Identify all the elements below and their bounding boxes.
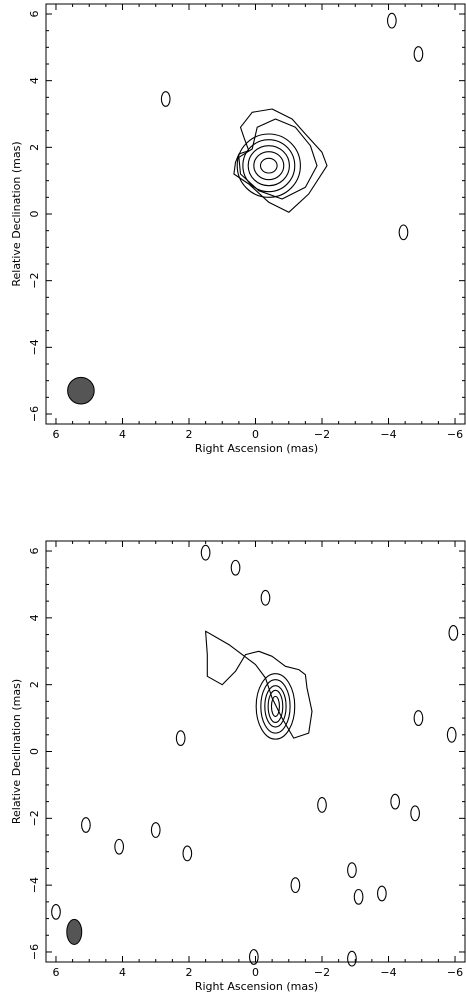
y-tick-label: −2 <box>28 810 41 826</box>
second-contour <box>238 118 318 200</box>
y-tick-label: −4 <box>28 877 41 893</box>
noise-feature-contour <box>413 46 424 62</box>
x-tick-label: −2 <box>314 428 330 441</box>
noise-feature-contour <box>347 950 357 967</box>
top-contour-panel: 6 4 2 0 −2 −4 −6 −6 −4 −2 0 2 4 6 Right Ascension (mas… <box>10 3 466 455</box>
noise-feature-contour <box>410 805 420 822</box>
peak-contour-ring <box>236 133 301 198</box>
plot-frame <box>45 3 466 425</box>
x-tick-label: 0 <box>252 966 259 979</box>
noise-feature-contour <box>413 710 424 726</box>
x-axis-title: Right Ascension (mas) <box>195 442 318 455</box>
noise-feature-contour <box>390 793 401 810</box>
beam-ellipse <box>66 918 83 945</box>
x-tick-label: 2 <box>185 428 192 441</box>
beam-ellipse <box>67 376 95 405</box>
noise-feature-contour <box>200 544 211 561</box>
noise-feature-contour <box>376 885 387 902</box>
noise-feature-contour <box>175 730 186 747</box>
x-tick-label: −2 <box>314 966 330 979</box>
y-tick-label: 4 <box>28 614 41 621</box>
noise-feature-contour <box>347 862 357 879</box>
noise-feature-contour <box>353 888 364 905</box>
peak-contour-ring <box>253 151 285 181</box>
y-tick-label: −2 <box>28 273 41 289</box>
peak-contour-ring <box>242 139 296 193</box>
x-tick-label: 2 <box>185 966 192 979</box>
noise-feature-contour <box>114 838 125 855</box>
y-tick-label: 0 <box>28 748 41 755</box>
peak-contour-ring <box>260 679 291 734</box>
x-tick-label: −6 <box>447 428 463 441</box>
peak-contour-ring <box>255 673 296 740</box>
peak-contour-ring <box>264 685 287 728</box>
x-tick-label: −6 <box>447 966 463 979</box>
x-tick-label: 4 <box>119 428 126 441</box>
peak-contour-ring <box>259 157 278 174</box>
x-tick-label: −4 <box>380 428 396 441</box>
noise-feature-contour <box>51 903 61 920</box>
noise-feature-contour <box>317 797 327 813</box>
plot-frame <box>45 540 466 963</box>
noise-feature-contour <box>248 949 259 965</box>
y-tick-label: 6 <box>28 548 41 555</box>
x-axis-title: Right Ascension (mas) <box>195 980 318 993</box>
peak-contour-ring <box>270 695 280 717</box>
y-tick-label: 4 <box>28 77 41 84</box>
noise-feature-contour <box>446 726 457 743</box>
y-tick-label: 2 <box>28 144 41 151</box>
noise-feature-contour <box>260 589 271 606</box>
x-tick-label: −4 <box>380 966 396 979</box>
outer-contour <box>233 108 328 213</box>
y-tick-label: 6 <box>28 11 41 18</box>
noise-feature-contour <box>290 877 301 894</box>
x-tick-label: 0 <box>252 428 259 441</box>
noise-feature-contour <box>182 845 193 862</box>
peak-contour-ring <box>267 689 284 723</box>
noise-feature-contour <box>230 559 241 576</box>
noise-feature-contour <box>160 91 171 107</box>
bottom-contour-panel: 6 4 2 0 −2 −4 −6 −6 −4 −2 0 2 4 6 Right Ascension (mas… <box>10 540 466 993</box>
noise-feature-contour <box>398 224 409 241</box>
x-tick-label: 4 <box>119 966 126 979</box>
noise-feature-contour <box>150 822 161 838</box>
y-axis-title: Relative Declination (mas) <box>10 141 23 286</box>
noise-feature-contour <box>448 624 459 641</box>
y-tick-label: 2 <box>28 681 41 688</box>
y-tick-label: −6 <box>28 406 41 422</box>
peak-contour-ring <box>247 145 290 187</box>
y-tick-label: 0 <box>28 211 41 218</box>
x-tick-label: 6 <box>52 428 59 441</box>
y-tick-label: −4 <box>28 339 41 355</box>
y-axis-title: Relative Declination (mas) <box>10 679 23 824</box>
x-tick-label: 6 <box>52 966 59 979</box>
noise-feature-contour <box>81 817 91 833</box>
y-tick-label: −6 <box>28 944 41 960</box>
noise-feature-contour <box>386 12 397 29</box>
outer-contour <box>205 630 313 739</box>
